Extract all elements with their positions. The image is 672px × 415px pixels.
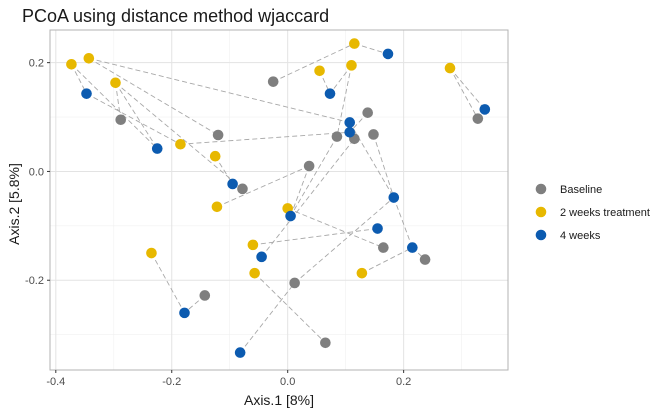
connection-line <box>115 82 158 149</box>
legend-label: 4 weeks <box>560 230 601 242</box>
data-point <box>472 113 484 124</box>
data-point <box>209 150 221 162</box>
data-point <box>320 337 331 349</box>
data-point <box>324 88 336 99</box>
connection-line <box>290 136 338 217</box>
connection-line <box>115 82 122 120</box>
y-tick-label: -0.2 <box>25 275 44 287</box>
connection-line <box>71 64 87 94</box>
data-point <box>179 307 190 319</box>
connection-line <box>361 247 413 274</box>
data-point <box>249 267 260 279</box>
connection-line <box>71 63 158 149</box>
y-tick-label: 0.0 <box>29 166 44 178</box>
data-point <box>81 88 92 99</box>
plot-panel-border <box>49 29 509 371</box>
legend: Baseline 2 weeks treatment 4 weeks <box>535 183 650 242</box>
data-point <box>151 143 163 154</box>
data-point <box>407 242 418 253</box>
data-point <box>372 223 383 234</box>
connection-line <box>287 208 384 249</box>
data-point <box>110 77 121 89</box>
data-point <box>175 138 186 150</box>
connection-line <box>180 131 350 145</box>
chart-title: PCoA using distance method wjaccard <box>22 6 329 26</box>
connection-line <box>261 138 355 258</box>
x-tick-label: 0.2 <box>396 376 411 388</box>
x-tick-label: -0.2 <box>162 376 181 388</box>
data-point <box>237 183 248 195</box>
connection-line <box>373 134 395 198</box>
y-axis-title: Axis.2 [5.8%] <box>6 163 22 245</box>
connection-line <box>216 165 310 208</box>
connection-line <box>151 252 185 314</box>
legend-key <box>535 183 547 195</box>
data-point <box>344 126 356 138</box>
connection-line <box>294 197 395 284</box>
data-point <box>199 290 211 301</box>
data-point <box>66 58 77 70</box>
x-tick-label: -0.4 <box>46 376 65 388</box>
data-point <box>289 277 300 289</box>
connection-line <box>354 43 389 55</box>
connection-line <box>329 65 352 94</box>
data-point <box>349 38 360 49</box>
data-point <box>382 48 394 60</box>
grid-lines <box>50 30 508 370</box>
data-point <box>344 117 356 128</box>
data-point <box>388 192 400 203</box>
data-point <box>285 210 296 222</box>
data-point <box>83 52 95 64</box>
data-point <box>346 60 357 71</box>
data-point <box>256 251 267 263</box>
connection-line <box>254 272 326 344</box>
connection-line <box>115 82 243 190</box>
data-point <box>234 347 246 358</box>
data-point <box>115 114 127 126</box>
data-point <box>444 62 456 74</box>
data-point <box>212 129 224 141</box>
legend-key <box>535 206 547 218</box>
y-tick-label: 0.2 <box>29 58 44 70</box>
legend-key <box>535 229 547 241</box>
connection-line <box>273 43 355 83</box>
connection-line <box>88 57 219 136</box>
connection-line <box>449 67 479 119</box>
connection-line <box>88 57 350 123</box>
data-point <box>247 239 259 251</box>
data-point <box>419 254 431 265</box>
connection-line <box>393 197 413 248</box>
data-point <box>368 129 379 140</box>
connection-line <box>252 228 378 246</box>
data-point <box>479 104 491 115</box>
legend-label: Baseline <box>560 184 602 196</box>
y-axis-ticks: -0.2 0.0 0.2 <box>25 58 50 287</box>
data-point <box>314 65 325 77</box>
data-point <box>211 201 223 213</box>
connection-line <box>239 282 296 353</box>
data-point <box>303 160 315 172</box>
connection-line <box>214 155 234 185</box>
data-point <box>378 242 389 253</box>
data-point <box>331 131 343 142</box>
data-point <box>267 76 279 87</box>
legend-label: 2 weeks treatment <box>560 207 650 219</box>
connection-lines <box>71 43 486 353</box>
connection-line <box>449 67 486 110</box>
data-point <box>146 247 157 259</box>
data-point <box>356 267 368 279</box>
connection-line <box>349 122 395 198</box>
data-point <box>362 107 374 118</box>
connection-line <box>290 165 310 217</box>
data-points <box>66 38 491 358</box>
connection-line <box>336 65 352 137</box>
x-tick-label: 0.0 <box>280 376 295 388</box>
x-axis-ticks: -0.4 -0.2 0.0 0.2 <box>46 370 411 388</box>
connection-line <box>86 93 181 145</box>
data-point <box>227 178 238 190</box>
x-axis-title: Axis.1 [8%] <box>244 392 314 408</box>
